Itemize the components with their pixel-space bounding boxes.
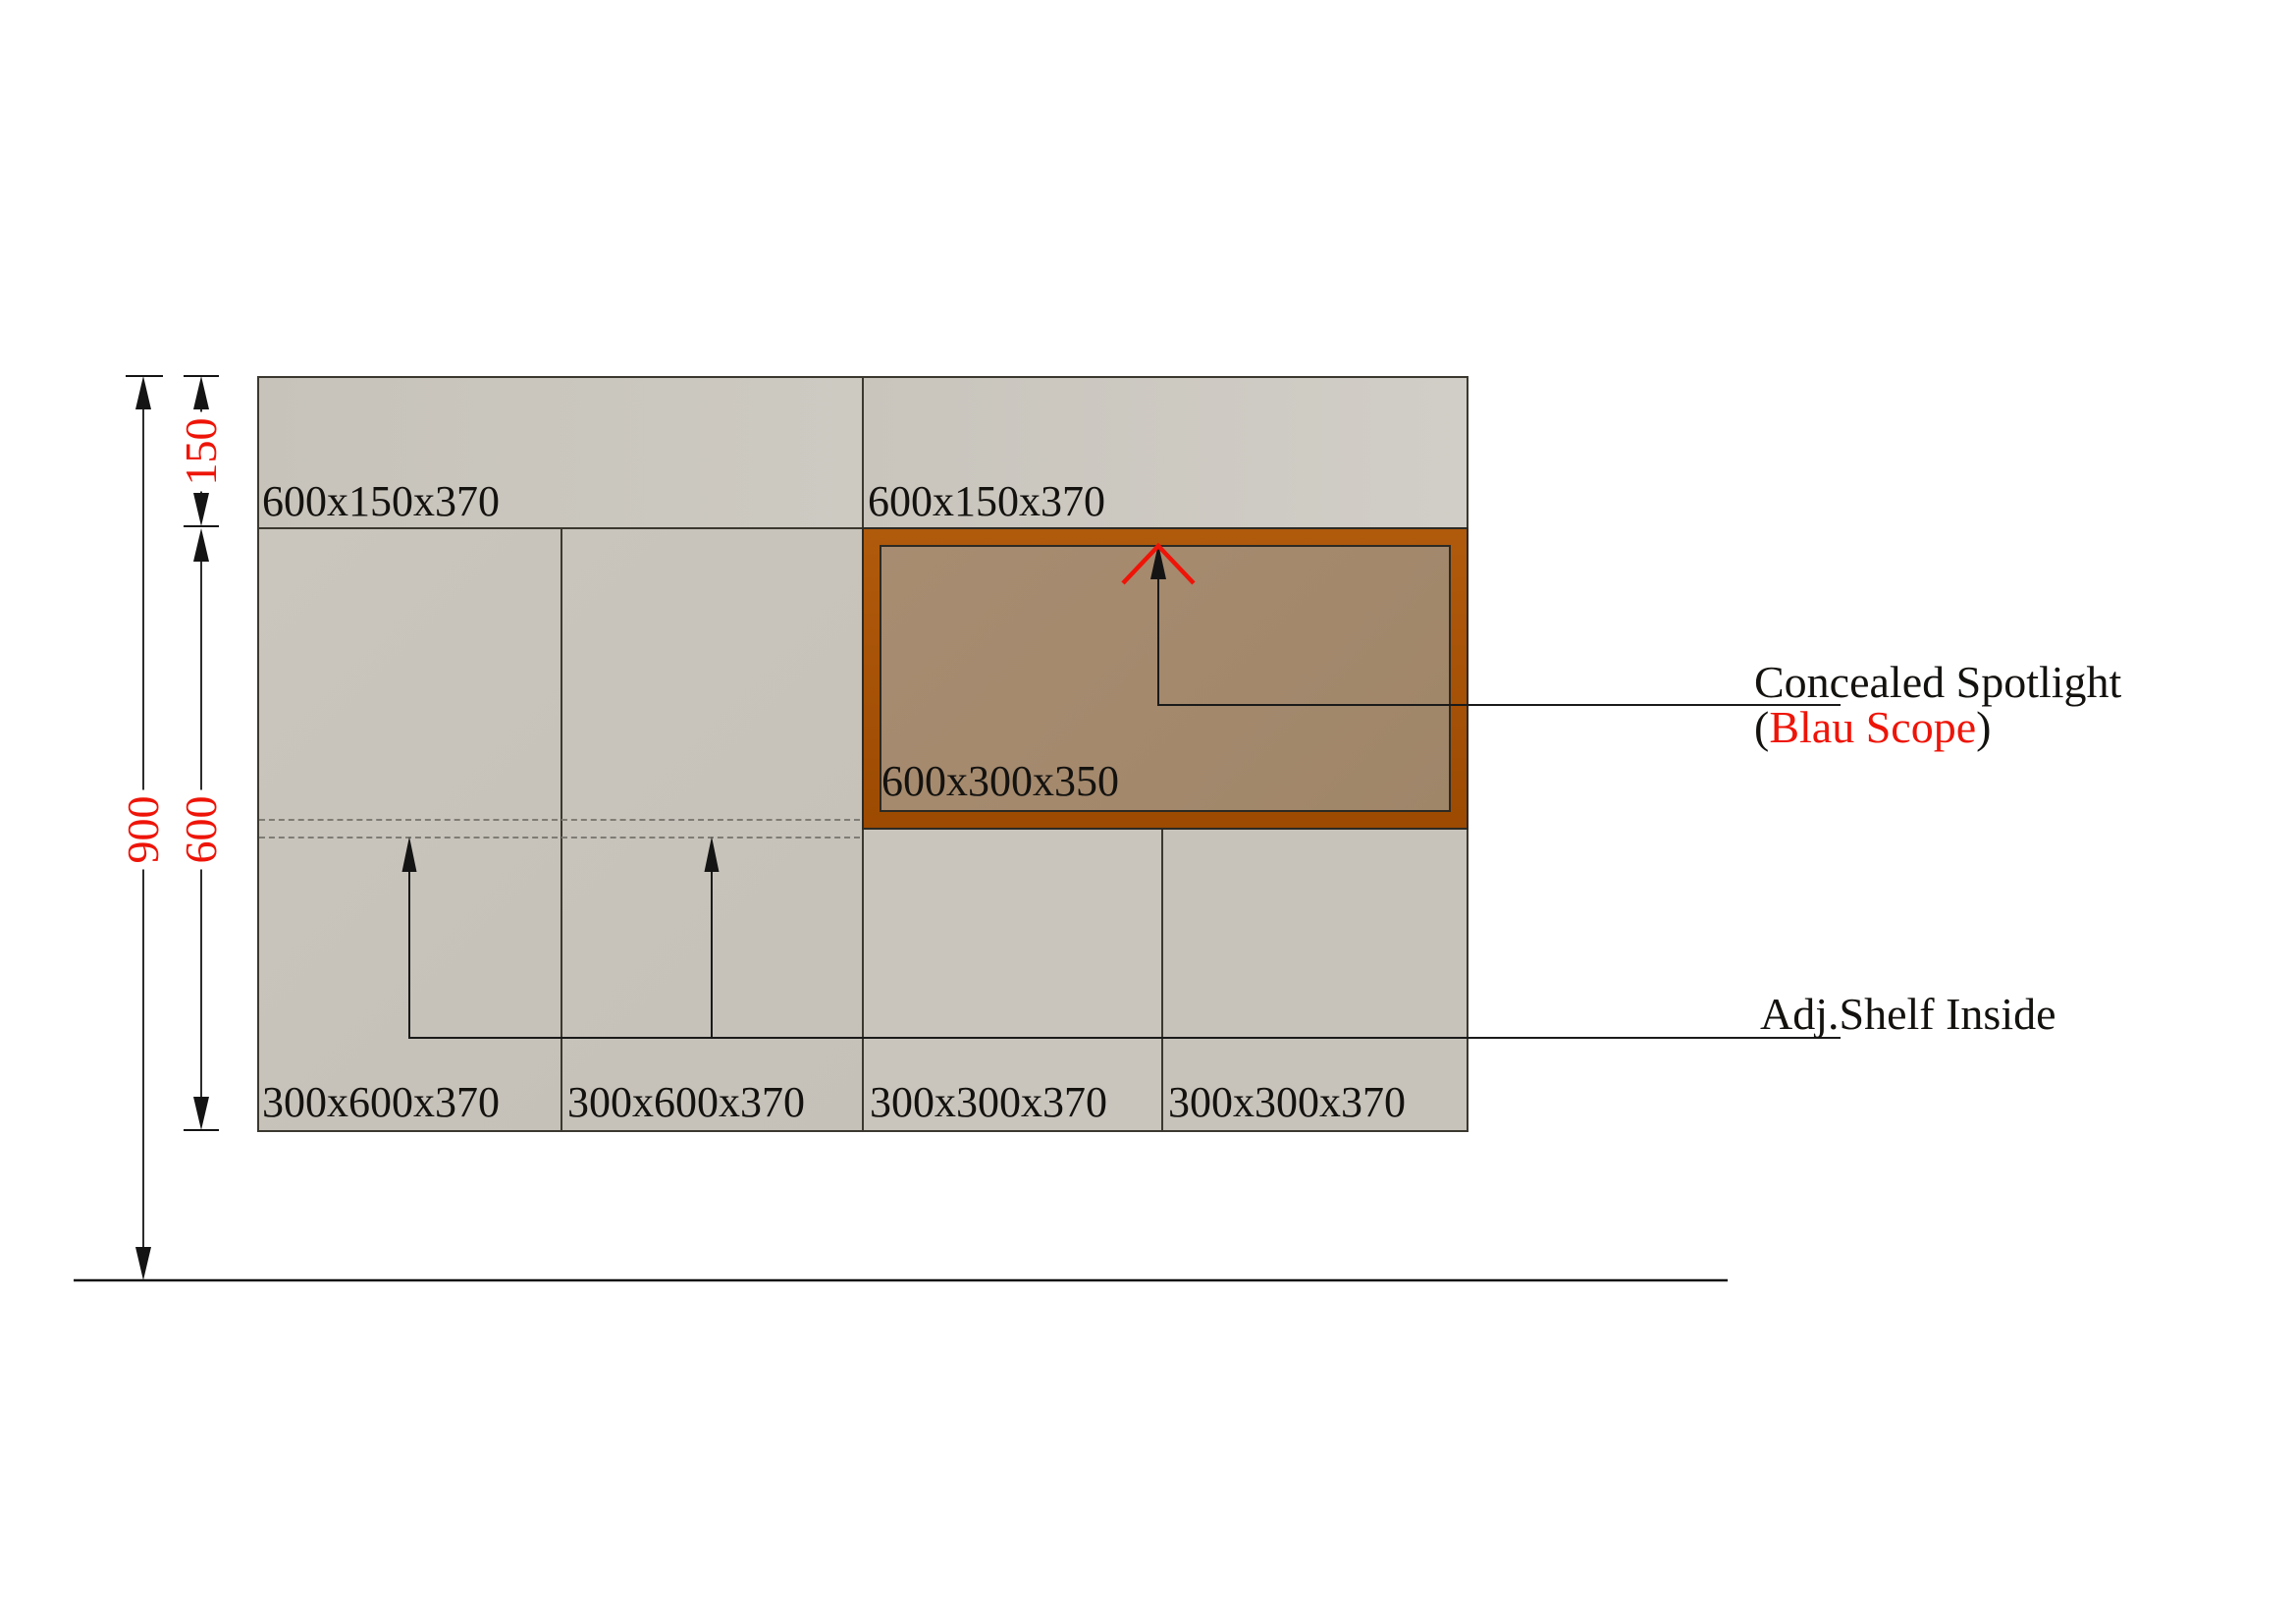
cell-size-label: 300x600x370 [262,1078,500,1126]
cabinet-cell-bottom-4 [1161,828,1468,1132]
paren-open: ( [1754,702,1770,752]
cabinet-cell-top-left [257,376,864,529]
up-arrow-icon [193,528,209,562]
cell-size-label: 600x150x370 [262,477,500,525]
leader-line [408,842,1841,1039]
cabinet-cell-bottom-3 [862,828,1163,1132]
spotlight-size-label: 600x300x350 [881,757,1119,805]
down-arrow-icon [193,1097,209,1130]
cell-size-label: 600x150x370 [868,477,1105,525]
cell-size-label: 300x600x370 [567,1078,805,1126]
up-arrow-icon [193,376,209,409]
paren-close: ) [1976,702,1992,752]
shelf-callout: Adj.Shelf Inside [1760,989,2056,1039]
spotlight-direction-icon [1121,542,1196,585]
spotlight-callout-line1: Concealed Spotlight [1754,657,2122,707]
spotlight-brand: Blau Scope [1769,702,1977,752]
leader-line [1157,548,1841,706]
up-arrow-icon [135,376,151,409]
shelf-dashed-line-upper [259,819,860,821]
cabinet-cell-top-right [862,376,1468,529]
up-arrow-icon [401,837,417,872]
shelf-dashed-line-lower [259,837,860,839]
spotlight-interior [880,545,1451,812]
up-arrow-icon [704,837,720,872]
dim-label-150: 150 [176,411,226,492]
dim-label-900: 900 [118,789,168,870]
dim-label-600: 600 [176,789,226,870]
down-arrow-icon [193,493,209,526]
spotlight-callout-line2: (Blau Scope) [1754,704,1991,751]
spotlight-leader [1121,542,1841,706]
down-arrow-icon [135,1247,151,1280]
cell-size-label: 300x300x370 [1168,1078,1406,1126]
shelf-leader [401,837,1841,1039]
up-arrow-icon [1150,544,1166,579]
cabinet-cell-tall-1 [257,527,562,1132]
cell-size-label: 300x300x370 [870,1078,1107,1126]
